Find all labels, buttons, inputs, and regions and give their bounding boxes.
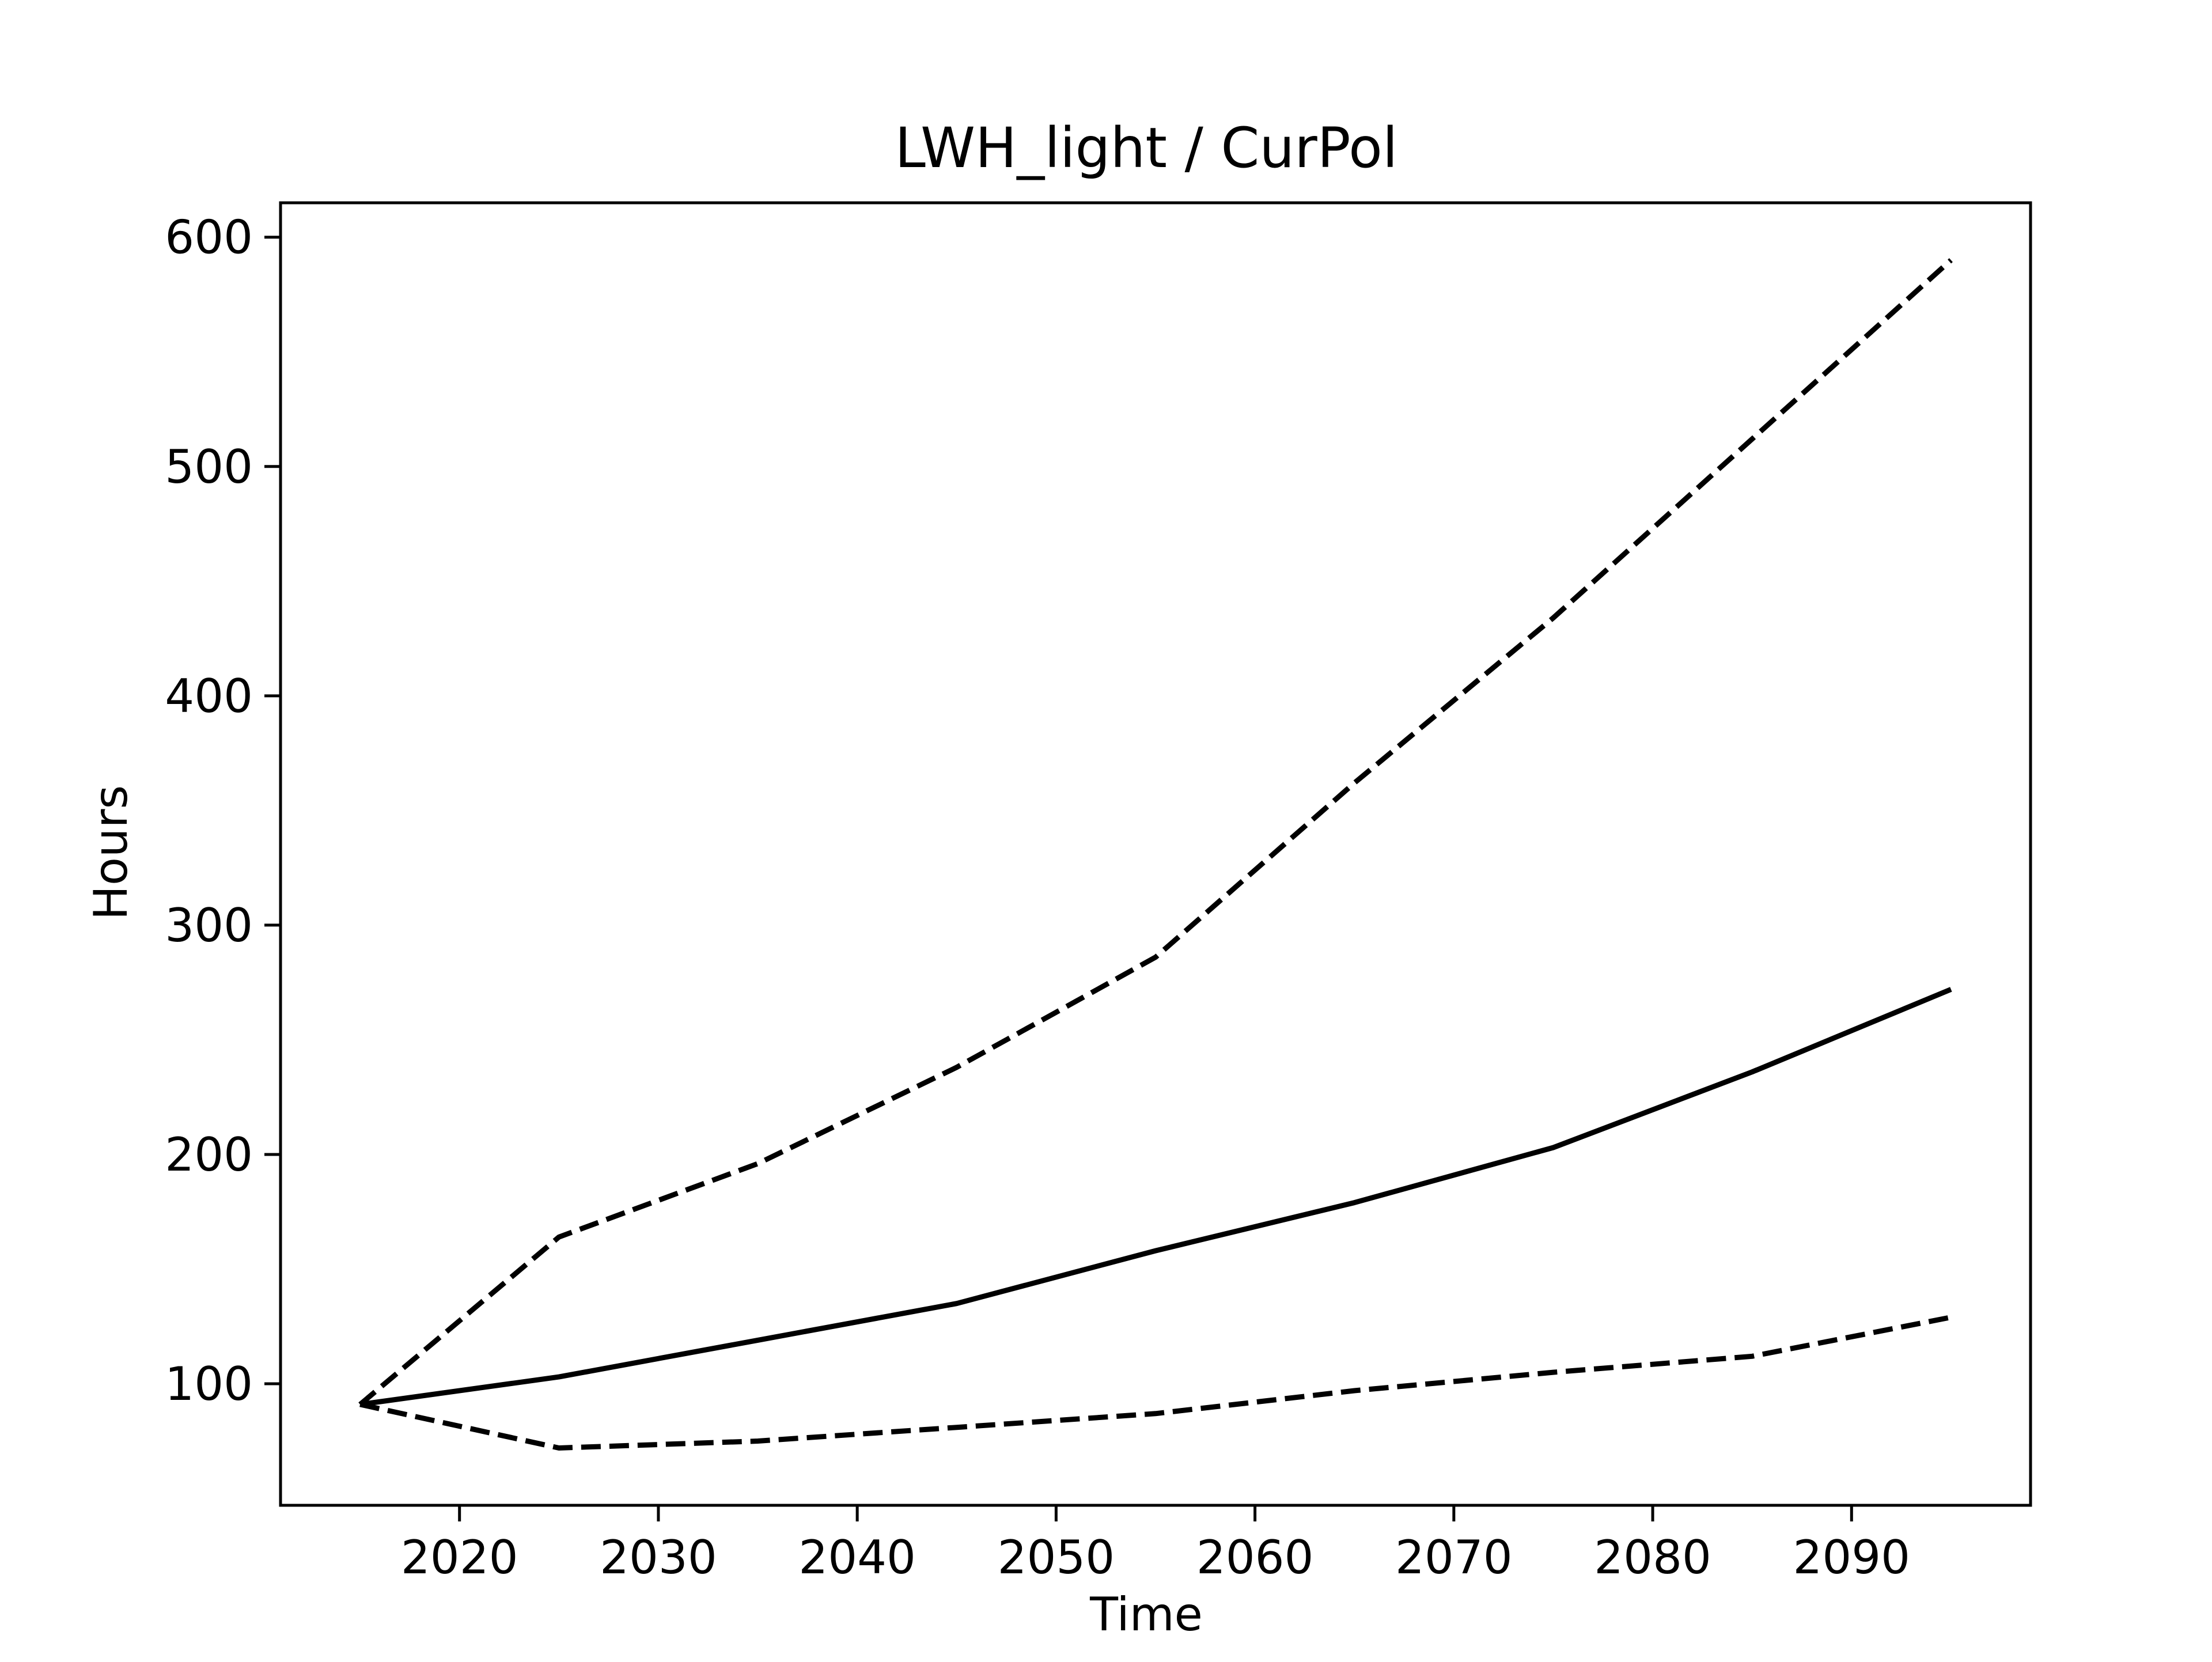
y-axis: 100 200 300 400 500 600 [165,211,281,1411]
series-layer [358,258,1953,1451]
x-tick-label: 2030 [600,1531,717,1584]
x-axis-label: Time [1089,1588,1203,1641]
y-tick-label: 300 [165,899,253,952]
upper-dashed-series-line [358,258,1953,1407]
y-tick-label: 100 [165,1357,253,1411]
x-tick-label: 2080 [1594,1531,1711,1584]
y-tick-label: 200 [165,1128,253,1182]
x-tick-label: 2070 [1395,1531,1513,1584]
x-axis: 2020 2030 2040 2050 2060 2070 2080 2090 [401,1505,1910,1584]
plot-frame [279,201,2032,1507]
y-tick-label: 400 [165,669,253,723]
y-tick-label: 500 [165,440,253,494]
x-tick-label: 2060 [1196,1531,1314,1584]
y-axis-label: Hours [84,785,138,920]
y-tick-label: 600 [165,211,253,264]
median-solid-series-line [359,987,1952,1407]
x-tick-label: 2020 [401,1531,518,1584]
x-tick-label: 2090 [1793,1531,1910,1584]
x-tick-label: 2050 [998,1531,1115,1584]
chart-title: LWH_light / CurPol [895,116,1397,180]
x-tick-label: 2040 [798,1531,916,1584]
lower-dashed-series-line [359,1315,1952,1451]
